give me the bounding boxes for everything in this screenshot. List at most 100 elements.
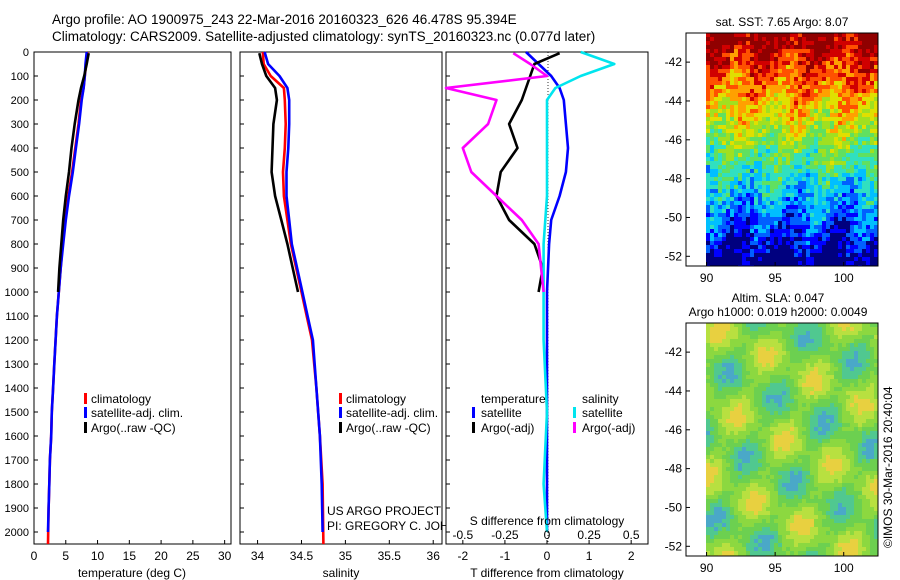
sst-cell bbox=[742, 37, 747, 42]
sla-cell bbox=[758, 339, 763, 344]
sst-cell bbox=[814, 61, 819, 66]
sst-cell bbox=[774, 81, 779, 86]
sla-cell bbox=[722, 467, 727, 472]
sst-cell bbox=[794, 125, 799, 130]
sla-cell bbox=[710, 507, 715, 512]
sst-cell bbox=[846, 53, 851, 58]
sst-cell bbox=[858, 113, 863, 118]
sla-cell bbox=[758, 363, 763, 368]
sla-cell bbox=[822, 423, 827, 428]
depth-tick-label: 1100 bbox=[5, 311, 29, 323]
sla-cell bbox=[726, 535, 731, 540]
sst-cell bbox=[850, 65, 855, 70]
sst-cell bbox=[742, 153, 747, 158]
sla-cell bbox=[838, 539, 843, 544]
sla-cell bbox=[842, 407, 847, 412]
sla-cell bbox=[726, 539, 731, 544]
sla-cell bbox=[814, 531, 819, 536]
sla-cell bbox=[842, 515, 847, 520]
sst-cell bbox=[862, 85, 867, 90]
sst-cell bbox=[802, 61, 807, 66]
sla-cell bbox=[730, 351, 735, 356]
sst-cell bbox=[710, 49, 715, 54]
sst-cell bbox=[774, 197, 779, 202]
sst-cell bbox=[802, 77, 807, 82]
sst-cell bbox=[778, 105, 783, 110]
sla-cell bbox=[722, 383, 727, 388]
sst-cell bbox=[730, 141, 735, 146]
sst-cell bbox=[854, 197, 859, 202]
sla-cell bbox=[762, 363, 767, 368]
sst-cell bbox=[822, 121, 827, 126]
sla-cell bbox=[834, 339, 839, 344]
sst-cell bbox=[802, 137, 807, 142]
sla-cell bbox=[790, 447, 795, 452]
sla-cell bbox=[826, 403, 831, 408]
sla-cell bbox=[802, 359, 807, 364]
sst-cell bbox=[798, 57, 803, 62]
sst-cell bbox=[858, 129, 863, 134]
sst-cell bbox=[874, 169, 878, 174]
sla-cell bbox=[750, 367, 755, 372]
sla-cell bbox=[714, 411, 719, 416]
sla-cell bbox=[850, 391, 855, 396]
sst-cell bbox=[754, 145, 759, 150]
sst-cell bbox=[754, 229, 759, 234]
sla-cell bbox=[838, 459, 843, 464]
sst-cell bbox=[790, 93, 795, 98]
sla-cell bbox=[850, 499, 855, 504]
sst-cell bbox=[798, 249, 803, 254]
sla-cell bbox=[746, 459, 751, 464]
sst-cell bbox=[842, 101, 847, 106]
sst-cell bbox=[818, 85, 823, 90]
sla-cell bbox=[774, 399, 779, 404]
sst-cell bbox=[822, 45, 827, 50]
sla-cell bbox=[766, 475, 771, 480]
sla-cell bbox=[794, 515, 799, 520]
sst-cell bbox=[714, 189, 719, 194]
sla-cell bbox=[762, 439, 767, 444]
sst-cell bbox=[826, 241, 831, 246]
sla-cell bbox=[714, 551, 719, 556]
sst-cell bbox=[746, 209, 751, 214]
sst-cell bbox=[774, 33, 779, 38]
sla-cell bbox=[770, 331, 775, 336]
sst-cell bbox=[742, 105, 747, 110]
sst-cell bbox=[710, 185, 715, 190]
sla-cell bbox=[802, 443, 807, 448]
sst-cell bbox=[762, 249, 767, 254]
sla-cell bbox=[850, 427, 855, 432]
sla-cell bbox=[798, 547, 803, 552]
sla-cell bbox=[854, 459, 859, 464]
sla-cell bbox=[798, 527, 803, 532]
sst-cell bbox=[714, 185, 719, 190]
sla-cell bbox=[770, 487, 775, 492]
sst-cell bbox=[718, 97, 723, 102]
sst-cell bbox=[742, 193, 747, 198]
sst-cell bbox=[806, 137, 811, 142]
sst-cell bbox=[818, 117, 823, 122]
sst-cell bbox=[734, 93, 739, 98]
sla-cell bbox=[774, 415, 779, 420]
sla-cell bbox=[798, 375, 803, 380]
sst-cell bbox=[718, 253, 723, 258]
sst-cell bbox=[746, 101, 751, 106]
sla-cell bbox=[722, 443, 727, 448]
sla-cell bbox=[746, 415, 751, 420]
sst-cell bbox=[762, 209, 767, 214]
sst-cell bbox=[742, 165, 747, 170]
sst-cell bbox=[802, 37, 807, 42]
sla-cell bbox=[710, 355, 715, 360]
sst-cell bbox=[746, 233, 751, 238]
sla-cell bbox=[758, 467, 763, 472]
sla-cell bbox=[830, 491, 835, 496]
sla-cell bbox=[818, 479, 823, 484]
sst-cell bbox=[838, 137, 843, 142]
sla-cell bbox=[818, 391, 823, 396]
sst-cell bbox=[738, 149, 743, 154]
sst-cell bbox=[734, 69, 739, 74]
sla-cell bbox=[810, 535, 815, 540]
sst-cell bbox=[822, 213, 827, 218]
sst-cell bbox=[842, 233, 847, 238]
sla-cell bbox=[782, 355, 787, 360]
